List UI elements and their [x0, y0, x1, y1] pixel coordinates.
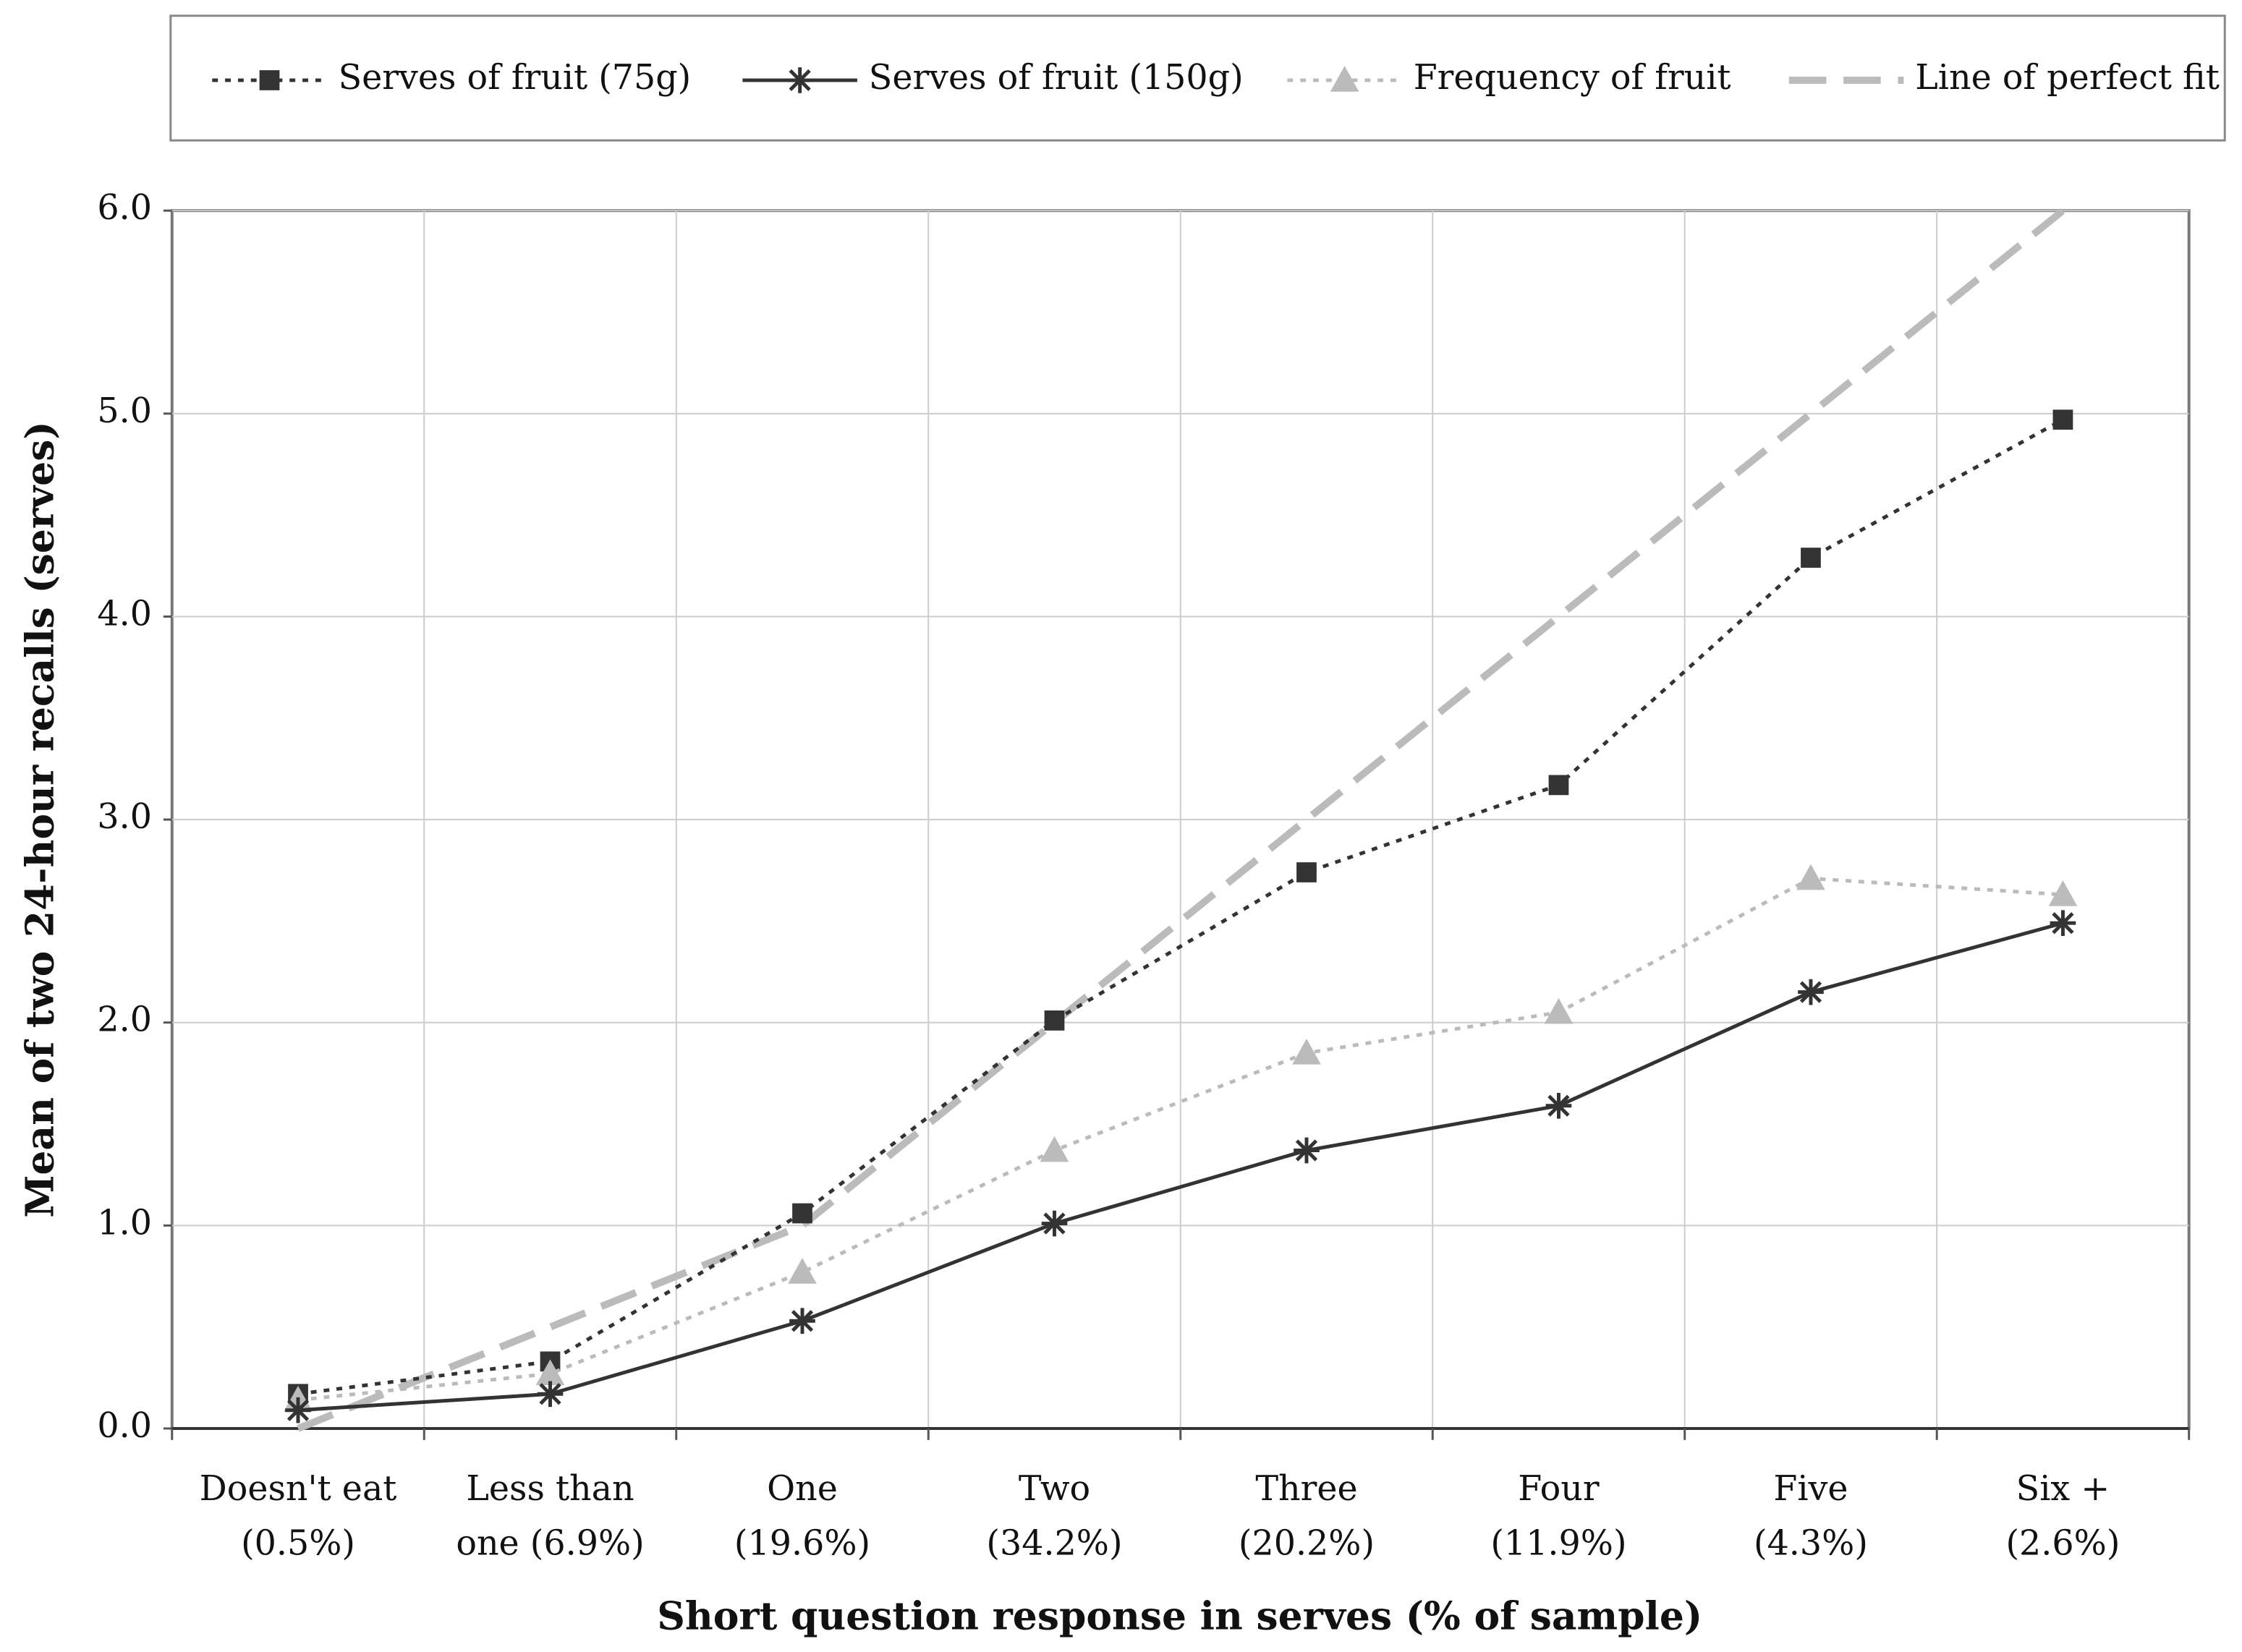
legend-label: Frequency of fruit	[1414, 58, 1731, 98]
y-tick-label: 3.0	[97, 797, 152, 837]
series-line	[297, 876, 2063, 1402]
x-tick-label: (4.3%)	[1754, 1523, 1868, 1563]
marker-asterisk	[285, 1397, 311, 1423]
series-line	[297, 418, 2064, 1396]
x-tick-label: (20.2%)	[1239, 1523, 1375, 1563]
x-tick-label: Six +	[2016, 1469, 2110, 1509]
marker-asterisk	[537, 1381, 564, 1408]
x-tick-label: (19.6%)	[734, 1523, 870, 1563]
x-tick-label: Less than	[466, 1469, 634, 1509]
x-tick-label: (11.9%)	[1490, 1523, 1626, 1563]
x-tick-label: Four	[1518, 1469, 1600, 1509]
marker-asterisk	[2050, 910, 2076, 937]
x-tick-label: Two	[1019, 1469, 1090, 1509]
marker-triangle	[1544, 997, 1574, 1024]
legend-box	[169, 14, 2226, 142]
legend-label: Serves of fruit (150g)	[869, 58, 1244, 98]
marker-asterisk	[1041, 1210, 1068, 1237]
marker-triangle	[2048, 880, 2078, 906]
legend-marker	[1330, 66, 1359, 92]
marker-square	[1296, 862, 1317, 882]
x-axis-title: Short question response in serves (% of …	[657, 1593, 1702, 1639]
legend-label: Line of perfect fit	[1915, 58, 2220, 98]
marker-square	[792, 1203, 812, 1224]
y-tick-label: 4.0	[97, 594, 152, 634]
marker-asterisk	[1545, 1092, 1572, 1119]
marker-asterisk	[1294, 1137, 1320, 1164]
x-tick-label: One	[767, 1469, 838, 1509]
x-tick-label: one (6.9%)	[456, 1523, 644, 1563]
marker-triangle	[788, 1258, 817, 1284]
marker-square	[1801, 548, 1821, 568]
legend-label: Serves of fruit (75g)	[339, 58, 692, 98]
y-axis-title: Mean of two 24-hour recalls (serves)	[17, 421, 63, 1217]
legend-marker	[259, 70, 280, 90]
y-tick-label: 0.0	[97, 1406, 152, 1446]
y-tick-label: 5.0	[97, 391, 152, 431]
marker-asterisk	[1798, 979, 1824, 1005]
x-tick-label: (34.2%)	[986, 1523, 1122, 1563]
marker-square	[1548, 775, 1569, 796]
y-tick-label: 1.0	[97, 1203, 152, 1243]
marker-triangle	[535, 1359, 565, 1386]
x-tick-label: Three	[1255, 1469, 1357, 1509]
series-line	[297, 921, 2064, 1413]
marker-triangle	[1292, 1039, 1321, 1065]
x-tick-label: Five	[1773, 1469, 1848, 1509]
x-tick-label: (2.6%)	[2006, 1523, 2120, 1563]
legend-marker	[786, 67, 813, 93]
x-tick-label: Doesn't eat	[200, 1469, 397, 1509]
marker-asterisk	[789, 1308, 815, 1334]
y-tick-label: 6.0	[97, 188, 152, 228]
y-tick-label: 2.0	[97, 1000, 152, 1040]
marker-triangle	[1796, 864, 1825, 890]
marker-square	[2052, 409, 2073, 430]
x-tick-label: (0.5%)	[241, 1523, 355, 1563]
marker-triangle	[1040, 1136, 1069, 1162]
marker-square	[1044, 1010, 1065, 1031]
